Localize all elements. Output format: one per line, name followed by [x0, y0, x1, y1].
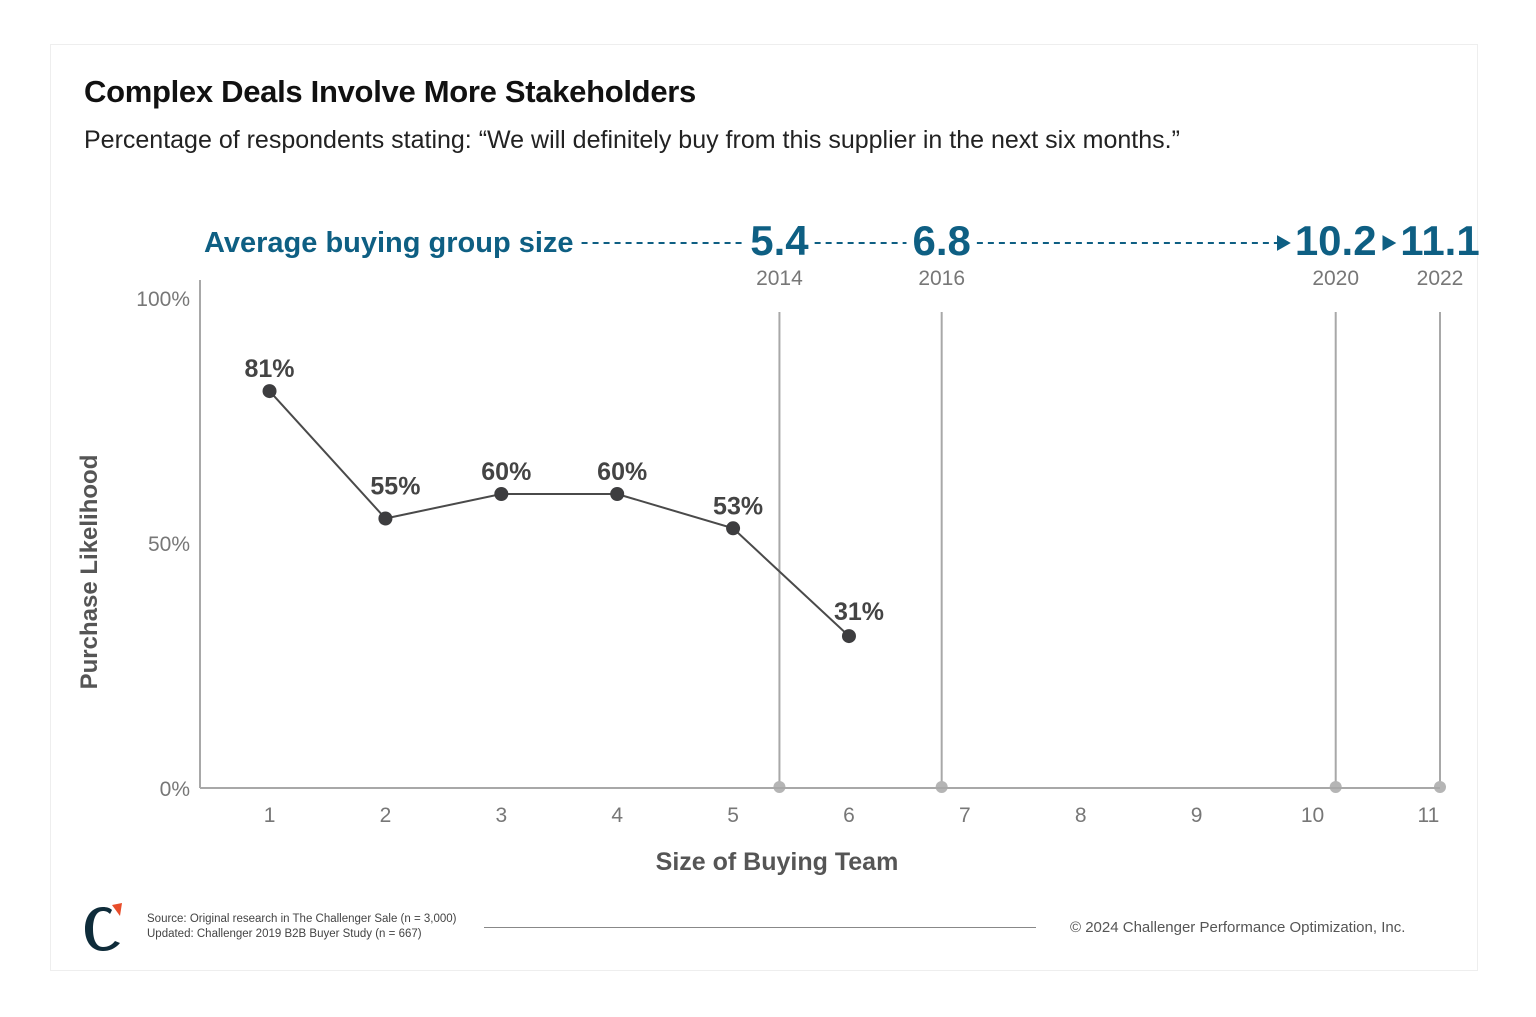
y-axis-title: Purchase Likelihood	[76, 455, 103, 690]
chart-subtitle: Percentage of respondents stating: “We w…	[84, 126, 1180, 154]
reference-year-2022: 2022	[1417, 267, 1464, 290]
y-tick-label: 100%	[136, 288, 190, 311]
reference-lines-layer: Average buying group size 5.4 2014 6.8 2016 1…	[204, 217, 1480, 793]
data-label: 60%	[597, 458, 647, 486]
axes-layer: 0% 50% 100% 1 2 3 4 5 6 7 8 9 10 11 Size of Buying Tea…	[76, 280, 1440, 876]
y-tick-label: 50%	[148, 533, 190, 556]
x-tick-label: 5	[727, 804, 739, 827]
data-point	[494, 487, 509, 501]
x-tick-label: 11	[1418, 804, 1440, 827]
x-tick-label: 7	[959, 804, 971, 827]
data-point	[262, 384, 277, 399]
source-line-2: Updated: Challenger 2019 B2B Buyer Study…	[147, 928, 422, 940]
data-point	[610, 487, 625, 501]
data-label: 31%	[834, 598, 884, 626]
reference-year-2014: 2014	[756, 267, 803, 290]
data-point	[726, 521, 741, 536]
challenger-logo-icon	[85, 903, 122, 951]
x-tick-label: 2	[380, 804, 392, 827]
data-label: 55%	[370, 473, 420, 501]
reference-header: Average buying group size	[204, 227, 574, 259]
x-axis-title: Size of Buying Team	[656, 848, 899, 876]
copyright-text: © 2024 Challenger Performance Optimizati…	[1070, 919, 1406, 936]
data-point	[841, 629, 856, 644]
data-label: 60%	[481, 458, 531, 486]
source-line-1: Source: Original research in The Challen…	[147, 913, 457, 925]
reference-value-2022: 11.1	[1400, 217, 1479, 264]
reference-value-2014: 5.4	[750, 217, 809, 264]
y-tick-label: 0%	[160, 778, 190, 801]
chart-title: Complex Deals Involve More Stakeholders	[84, 74, 696, 109]
x-tick-label: 3	[495, 804, 507, 827]
labels-layer: 81% 55% 60% 60% 53% 31%	[245, 355, 884, 626]
data-label: 53%	[713, 492, 763, 520]
x-tick-label: 10	[1301, 804, 1324, 827]
reference-value-2016: 6.8	[912, 217, 970, 264]
data-label: 81%	[245, 355, 295, 383]
x-tick-label: 6	[843, 804, 855, 827]
chart-card	[50, 44, 1478, 971]
reference-year-2016: 2016	[918, 267, 965, 290]
x-tick-label: 9	[1191, 804, 1203, 827]
data-point	[378, 511, 393, 526]
source-note: Source: Original research in The Challen…	[147, 912, 457, 942]
series-line	[268, 390, 850, 637]
reference-value-2020: 10.2	[1295, 217, 1377, 264]
series-layer	[262, 384, 856, 644]
x-tick-label: 8	[1075, 804, 1087, 827]
footer-divider	[484, 927, 1036, 928]
x-tick-label: 4	[611, 804, 623, 827]
x-tick-label: 1	[264, 804, 276, 827]
reference-year-2020: 2020	[1312, 267, 1359, 290]
